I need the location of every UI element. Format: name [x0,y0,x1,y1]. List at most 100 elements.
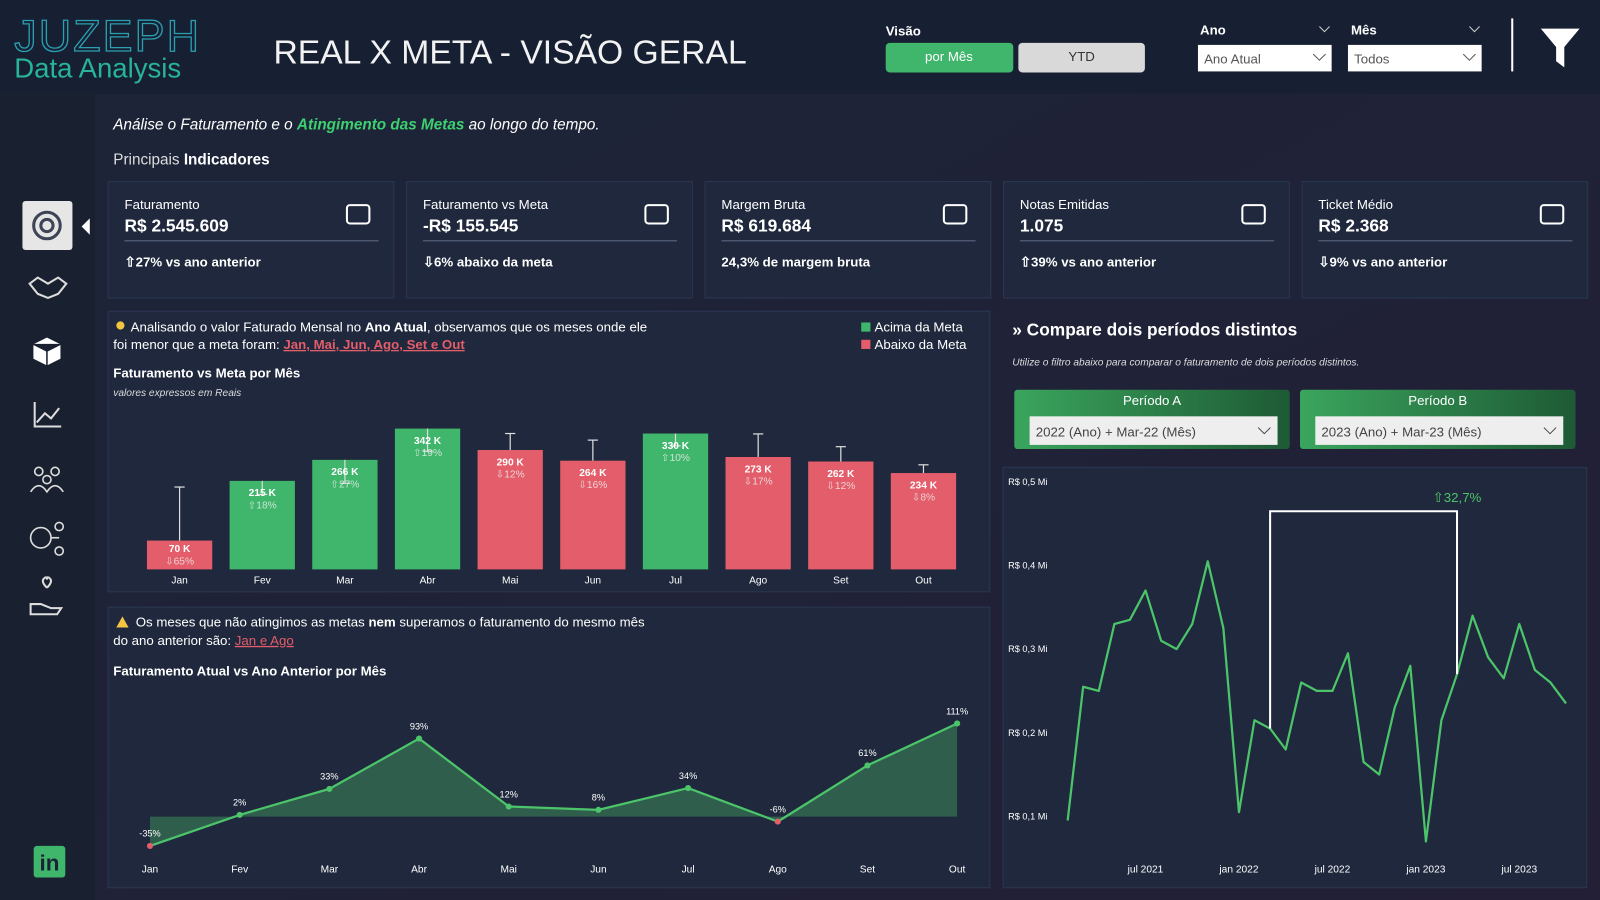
mes-dropdown[interactable] [1347,44,1482,72]
point [415,735,423,742]
value-label: 8% [592,793,605,803]
legend-swatch [861,339,871,349]
value-label: 262 K [827,469,855,480]
point [595,806,602,813]
panel [1002,466,1588,889]
x-tick-label: Jun [585,576,601,587]
insight-highlight: Jan, Mai, Jun, Ago, Set e Out [283,337,465,352]
x-tick-label: Jul [669,576,682,587]
linkedin-label[interactable]: in [40,850,60,875]
bar [477,449,543,570]
insight-text: Os meses que não atingimos as metas [136,615,369,630]
comparison-bracket [1269,510,1459,729]
kpi-label: Margem Bruta [721,197,806,212]
chart-subtitle: Utilize o filtro abaixo para comparar o … [1012,357,1359,368]
insight: Os meses que não atingimos as metas nem … [136,615,645,630]
intro-text: ao longo do tempo. [464,117,599,134]
pct-label: ⇧27% [330,479,359,490]
point [326,785,333,792]
section-text: Indicadores [184,151,270,168]
value-label: 342 K [414,436,442,447]
intro-text: Análise o Faturamento e o [112,117,297,134]
nav-icon[interactable] [33,402,62,428]
x-tick-label: jan 2022 [1218,864,1258,875]
x-tick-label: Jan [142,864,158,875]
x-tick-label: Fev [254,576,272,587]
chart-title: Faturamento Atual vs Ano Anterior por Mê… [113,664,386,679]
mes-value[interactable]: Todos [1354,51,1390,66]
nav-icon[interactable] [32,210,62,241]
value-label: 33% [320,772,338,782]
kpi-label: Faturamento [124,197,199,212]
visao-label: Visão [886,24,921,39]
bar [229,480,295,570]
section-text: Principais [113,151,184,168]
nav-icon[interactable] [29,521,65,556]
chevron [1469,26,1480,33]
insight-text: , observamos que os meses onde ele [427,320,647,335]
bar [808,461,874,570]
pct-label: ⇩8% [912,493,935,504]
ano-value[interactable]: Ano Atual [1204,51,1261,66]
x-tick-label: Jun [590,864,606,875]
kpi-icon [942,204,968,225]
kpi-value: R$ 619.684 [721,216,811,236]
ano-dropdown[interactable] [1197,44,1332,72]
point [774,818,781,825]
insight-highlight: Jan e Ago [235,633,294,648]
insight-text: do ano anterior são: [113,633,235,648]
chart-title: Faturamento vs Meta por Mês [113,366,300,381]
insight-text: nem [368,615,395,630]
logo-sub: Data Analysis [14,53,181,84]
x-tick-label: Mai [502,576,518,587]
bar [146,540,213,570]
nav-icon[interactable] [31,335,62,368]
bar [725,456,791,570]
kpi-note: ⇩6% abaixo da meta [423,254,553,269]
kpi-card [704,181,992,299]
section-title: Principais Indicadores [113,151,269,168]
line [149,722,958,847]
value-label: 34% [679,771,697,781]
insight-text: foi menor que a meta foram: [113,337,283,352]
visao-button[interactable] [1018,42,1145,73]
kpi-note: 24,3% de margem bruta [721,254,870,269]
nav-icon[interactable] [29,466,64,494]
filter-dropdown[interactable] [1029,416,1278,445]
kpi-value: -R$ 155.545 [423,216,519,236]
mes-label: Mês [1351,23,1377,38]
filter-icon[interactable] [1540,28,1580,68]
filter-dropdown[interactable] [1315,416,1564,445]
value-label: 273 K [745,464,773,475]
legend-label: Acima da Meta [874,320,963,335]
legend-label: Abaixo da Meta [874,337,967,352]
logo: JUZEPH [14,10,201,61]
x-tick-label: Mai [501,864,517,875]
filter-value: 2022 (Ano) + Mar-22 (Mês) [1036,425,1196,440]
pct-label: ⇩65% [165,556,194,567]
value-label: 215 K [249,488,277,499]
chart-subtitle: valores expressos em Reais [113,388,241,399]
linkedin-button[interactable] [33,845,66,878]
insight: foi menor que a meta foram: Jan, Mai, Ju… [113,337,465,352]
nav-icon[interactable] [28,276,68,300]
visao-option[interactable]: YTD [1068,49,1095,64]
x-tick-label: Out [949,864,966,875]
value-label: 12% [500,789,518,799]
insight: Analisando o valor Faturado Mensal no An… [131,320,648,335]
visao-button[interactable] [885,42,1014,73]
kpi-value: R$ 2.545.609 [124,216,228,236]
chevron [1543,427,1557,435]
nav-selected[interactable] [22,201,73,250]
value-label: 61% [858,748,876,758]
intro: Análise o Faturamento e o Atingimento da… [112,117,599,134]
kpi-note: ⇧39% vs ano anterior [1020,254,1156,269]
charts: Faturamento R$ 2.545.609 ⇧27% vs ano anter… [107,181,1589,875]
value-label: 234 K [910,480,938,491]
value-label: 266 K [331,467,359,478]
value-label: 290 K [497,457,525,468]
visao-option[interactable]: por Mês [925,49,973,64]
y-tick-label: R$ 0,5 Mi [1008,477,1047,487]
nav-icon[interactable] [29,576,64,616]
x-tick-label: Ago [749,576,767,587]
